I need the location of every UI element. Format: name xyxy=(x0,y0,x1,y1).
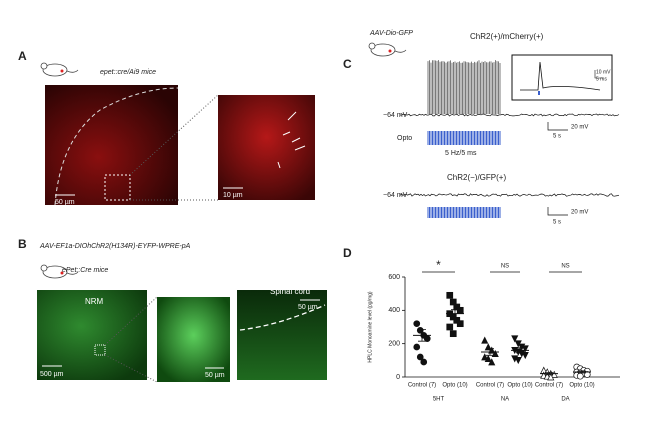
scale-text: 50 µm xyxy=(298,304,318,311)
spikes xyxy=(427,60,501,114)
outline xyxy=(54,87,179,206)
trace-title: ChR2(+)/mCherry(+) xyxy=(470,32,544,41)
scale-text: 5 s xyxy=(553,220,561,226)
mouse-icon xyxy=(40,62,79,77)
data-point xyxy=(488,358,496,366)
stim-label: Opto xyxy=(397,135,412,142)
micrograph xyxy=(218,95,315,200)
y-tick-label: 0 xyxy=(396,374,400,381)
data-point xyxy=(547,373,555,381)
scale-bar xyxy=(547,207,568,216)
zoom-box xyxy=(104,174,131,201)
error-bar xyxy=(545,372,553,376)
group-label: 5HT xyxy=(433,397,445,403)
mouse-line: epet::cre/Ai9 mice xyxy=(100,69,156,76)
trace xyxy=(399,193,620,197)
mouse-line: ePet::Cre mice xyxy=(62,267,108,274)
potential: −64 mV xyxy=(383,112,408,119)
data-point xyxy=(511,335,519,343)
inset-trace xyxy=(520,61,601,91)
data-point xyxy=(481,353,489,361)
traces xyxy=(399,60,620,218)
panel-label: B xyxy=(18,237,27,251)
data-point xyxy=(456,320,464,328)
region: NRM xyxy=(85,297,104,306)
group-label: NA xyxy=(501,397,509,403)
scale-bar xyxy=(547,122,568,131)
micrograph xyxy=(37,290,147,380)
data-point xyxy=(446,323,454,331)
y-tick-label: 400 xyxy=(388,307,400,314)
stim-bar xyxy=(427,207,501,218)
mouse-icon xyxy=(368,42,407,57)
error-bar xyxy=(418,329,426,342)
x-tick-label: Opto (10) xyxy=(507,383,532,389)
arrows xyxy=(277,111,306,169)
data-point xyxy=(456,306,464,314)
x-tick-label: Control (7) xyxy=(535,383,563,389)
scale-bar xyxy=(594,70,603,79)
data-point xyxy=(481,336,489,344)
x-tick-label: Opto (10) xyxy=(442,383,467,389)
stim-bar xyxy=(427,131,501,145)
y-tick-label: 600 xyxy=(388,274,400,281)
trace-title: ChR2(−)/GFP(+) xyxy=(447,173,506,182)
annotation: NS xyxy=(501,264,509,270)
scale-text: 50 µm xyxy=(55,199,75,206)
chart: 0 200 400 600 HPLC Monoamine level (pg/mg) Co… xyxy=(367,258,620,403)
error-bar xyxy=(486,348,494,356)
group-label: DA xyxy=(561,397,569,403)
error-bar xyxy=(516,347,524,354)
trace xyxy=(399,113,620,117)
stim-params: 5 Hz/5 ms xyxy=(445,150,477,157)
zoom-line xyxy=(129,94,219,176)
data-point xyxy=(521,345,529,353)
micrograph xyxy=(237,290,327,380)
zoom-box xyxy=(94,344,106,356)
x-tick-label: Opto (10) xyxy=(569,383,594,389)
y-tick-label: 200 xyxy=(388,341,400,348)
x-tick-label: Control (7) xyxy=(408,383,436,389)
panel-label: C xyxy=(343,57,352,71)
outline xyxy=(239,304,326,331)
annotation: NS xyxy=(561,264,569,270)
error-bar xyxy=(578,370,586,374)
x-tick-label: Control (7) xyxy=(476,383,504,389)
data-point xyxy=(514,356,522,365)
region: Spinal cord xyxy=(270,287,310,296)
data-point xyxy=(413,320,421,328)
data-point xyxy=(484,354,492,363)
virus: AAV-EF1a-DIOhChR2(H134R)-EYFP-WPRE-pA xyxy=(39,243,191,250)
data-point xyxy=(416,353,424,361)
annotation: * xyxy=(436,258,441,272)
scale-text: 5 ms xyxy=(596,76,607,82)
micrograph xyxy=(157,297,230,382)
data-point xyxy=(446,291,454,299)
panel-label: D xyxy=(343,246,352,260)
data-point xyxy=(420,358,428,366)
scale-text: 20 mV xyxy=(571,125,588,131)
scale-text: 10 mV xyxy=(596,69,611,75)
data-point xyxy=(449,330,457,338)
y-axis-label: HPLC Monoamine level (pg/mg) xyxy=(367,291,373,362)
scale-text: 5 s xyxy=(553,134,561,140)
zoom-line xyxy=(104,354,158,383)
potential: −64 mV xyxy=(383,192,408,199)
data-point xyxy=(521,351,529,360)
scale-text: 500 µm xyxy=(40,371,64,378)
scale-text: 50 µm xyxy=(205,372,225,379)
data-point xyxy=(449,298,457,306)
error-bar xyxy=(451,309,459,319)
data-point xyxy=(576,372,584,380)
micrograph xyxy=(45,85,178,205)
data-point xyxy=(413,343,421,351)
virus: AAV-Dio-GFP xyxy=(369,30,413,37)
inset xyxy=(511,54,613,101)
inset-stim xyxy=(538,91,540,95)
panel-label: A xyxy=(18,49,27,63)
scale-text: 20 mV xyxy=(571,210,588,216)
scale-text: 10 µm xyxy=(223,192,243,199)
